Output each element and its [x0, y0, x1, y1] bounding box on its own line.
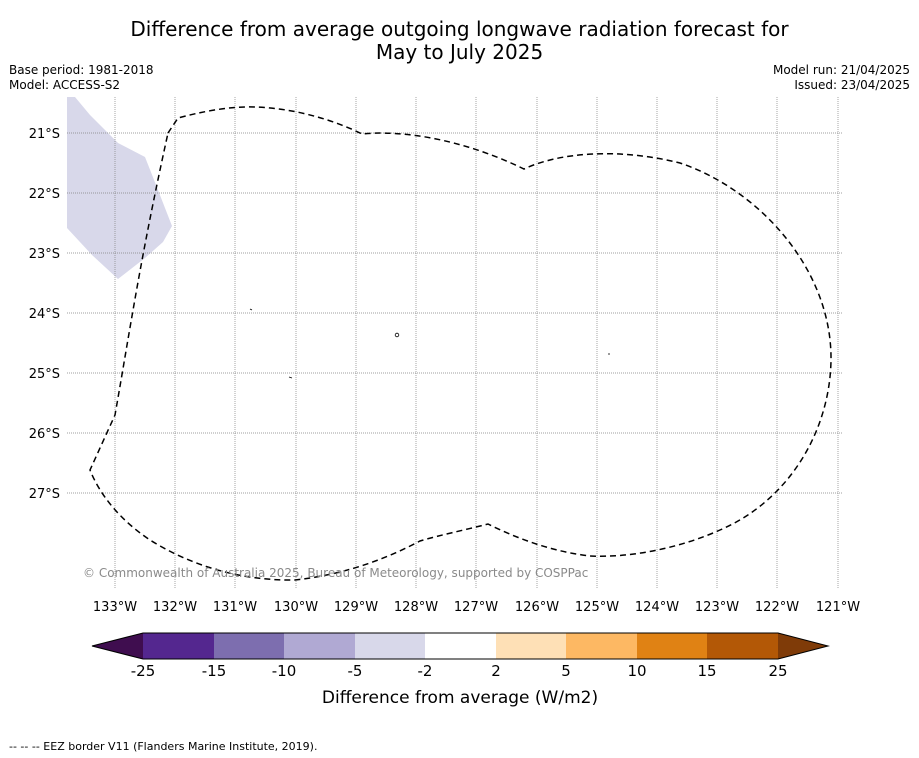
lon-label: 123°W [695, 600, 739, 615]
island-markers [249, 308, 610, 379]
colorbar-segment [214, 633, 284, 659]
issued-date: Issued: 23/04/2025 [794, 78, 910, 92]
metadata-left: Base period: 1981-2018 Model: ACCESS-S2 [9, 63, 154, 93]
colorbar-segment [566, 633, 637, 659]
colorbar: -25 -15 -10 -5 -2 2 5 10 15 25 Differenc… [91, 632, 830, 708]
colorbar-extend-high [778, 633, 828, 659]
latitude-labels: 21°S 22°S 23°S 24°S 25°S 26°S 27°S [29, 127, 60, 502]
lon-label: 122°W [755, 600, 799, 615]
lon-label: 128°W [394, 600, 438, 615]
lon-label: 133°W [93, 600, 137, 615]
colorbar-segment [143, 633, 214, 659]
lon-label: 126°W [515, 600, 559, 615]
lon-label: 131°W [213, 600, 257, 615]
model-run: Model run: 21/04/2025 [772, 63, 910, 77]
lat-label: 27°S [29, 487, 60, 502]
lat-label: 26°S [29, 427, 60, 442]
lat-label: 22°S [29, 187, 60, 202]
metadata-right: Model run: 21/04/2025 Issued: 23/04/2025 [773, 63, 910, 93]
lat-label: 23°S [29, 247, 60, 262]
lat-label: 21°S [29, 127, 60, 142]
colorbar-tick-label: 25 [768, 662, 787, 680]
lon-label: 121°W [816, 600, 860, 615]
colorbar-tick-label: -2 [418, 662, 433, 680]
colorbar-tick-label: -15 [202, 662, 227, 680]
lon-label: 125°W [575, 600, 619, 615]
colorbar-extend-low [92, 633, 143, 659]
colorbar-segment [496, 633, 566, 659]
colorbar-tick-label: 5 [561, 662, 571, 680]
colorbar-tick-label: -10 [272, 662, 297, 680]
colorbar-segment [355, 633, 425, 659]
title-line-1: Difference from average outgoing longwav… [130, 17, 789, 41]
colorbar-tick-label: -5 [348, 662, 363, 680]
lon-label: 132°W [153, 600, 197, 615]
model-name: Model: ACCESS-S2 [9, 78, 121, 92]
colorbar-segment [707, 633, 778, 659]
colorbar-segment [637, 633, 707, 659]
anomaly-region [67, 97, 172, 279]
map-panel [67, 97, 843, 589]
lon-label: 130°W [274, 600, 318, 615]
colorbar-tick-label: -25 [131, 662, 156, 680]
colorbar-segment [425, 633, 496, 659]
graticule [67, 97, 843, 589]
colorbar-tick-label: 2 [491, 662, 501, 680]
lon-label: 124°W [635, 600, 679, 615]
lon-label: 127°W [454, 600, 498, 615]
colorbar-segment [284, 633, 355, 659]
lat-label: 24°S [29, 307, 60, 322]
title-line-2: May to July 2025 [375, 40, 544, 64]
lat-label: 25°S [29, 367, 60, 382]
eez-border [89, 106, 832, 581]
eez-legend-note: -- -- -- EEZ border V11 (Flanders Marine… [9, 740, 318, 753]
colorbar-tick-label: 15 [697, 662, 716, 680]
colorbar-title: Difference from average (W/m2) [322, 688, 598, 708]
colorbar-tick-label: 10 [627, 662, 646, 680]
copyright-text: © Commonwealth of Australia 2025, Bureau… [83, 566, 588, 580]
base-period: Base period: 1981-2018 [9, 63, 154, 77]
longitude-labels: 133°W 132°W 131°W 130°W 129°W 128°W 127°… [93, 600, 860, 615]
colorbar-outline [91, 632, 830, 660]
chart-title: Difference from average outgoing longwav… [0, 18, 919, 64]
lon-label: 129°W [334, 600, 378, 615]
